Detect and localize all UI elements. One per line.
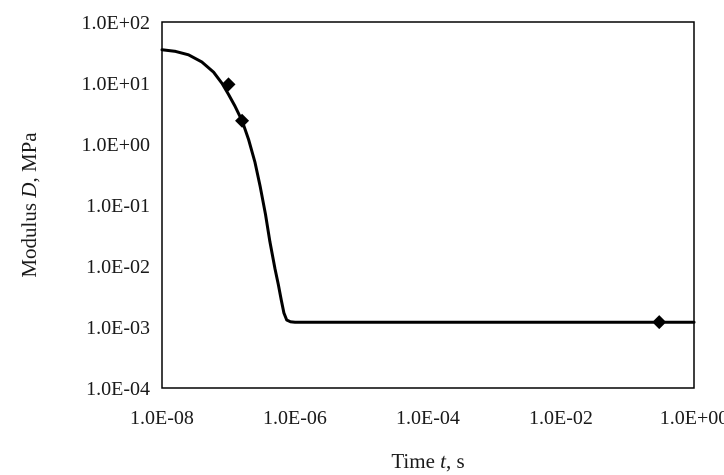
x-tick-label: 1.0E-06 (263, 407, 327, 429)
x-tick-label: 1.0E+00 (660, 407, 724, 429)
x-tick-label: 1.0E-08 (130, 407, 194, 429)
plot-area-frame (161, 21, 695, 389)
diamond-marker (221, 77, 236, 92)
y-tick-label: 1.0E+02 (82, 12, 151, 34)
y-tick-label: 1.0E+00 (82, 134, 151, 156)
x-tick-labels: 1.0E-08 1.0E-06 1.0E-04 1.0E-02 1.0E+00 (130, 407, 724, 429)
y-tick-labels: 1.0E+02 1.0E+01 1.0E+00 1.0E-01 1.0E-02 1.0E-… (82, 12, 151, 400)
x-axis-label: Time t, s (391, 449, 464, 473)
y-tick-label: 1.0E-01 (86, 195, 150, 217)
diamond-marker (235, 113, 250, 128)
x-tick-label: 1.0E-02 (529, 407, 593, 429)
y-tick-label: 1.0E-02 (86, 256, 150, 278)
y-axis-label: Modulus D, MPa (17, 132, 41, 278)
y-tick-label: 1.0E-04 (86, 378, 150, 400)
series-layer (160, 48, 696, 330)
y-tick-label: 1.0E+01 (82, 73, 151, 95)
series-line (160, 48, 696, 324)
x-tick-label: 1.0E-04 (396, 407, 460, 429)
diamond-marker (652, 315, 667, 330)
y-tick-label: 1.0E-03 (86, 317, 150, 339)
